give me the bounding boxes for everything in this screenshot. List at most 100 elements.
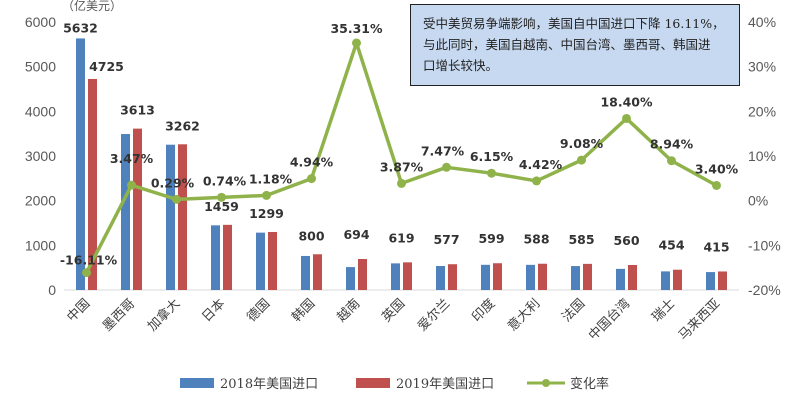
bar-data-label: 694 xyxy=(343,227,369,242)
bar-data-label: 800 xyxy=(298,228,324,243)
unit-label: （亿美元） xyxy=(62,0,122,13)
bar-2018 xyxy=(436,266,445,290)
line-data-label: 35.31% xyxy=(330,21,383,36)
line-data-label: -16.11% xyxy=(60,252,118,267)
y-left-tick-label: 0 xyxy=(48,282,56,298)
bar-2019 xyxy=(223,224,232,290)
y-left-tick-label: 6000 xyxy=(25,14,56,30)
bar-2018 xyxy=(301,255,310,290)
bar-data-label: 415 xyxy=(703,239,729,254)
bar-2018 xyxy=(211,225,220,290)
x-tick-label: 马来西亚 xyxy=(676,296,723,343)
y-right-tick-label: -20% xyxy=(748,282,781,298)
legend-label-2019: 2019年美国进口 xyxy=(396,377,494,392)
x-tick-label: 瑞士 xyxy=(649,296,678,325)
x-tick-label: 法国 xyxy=(559,296,588,325)
bar-2018 xyxy=(526,264,535,290)
x-tick-label: 日本 xyxy=(199,296,228,325)
legend-swatch-2019 xyxy=(356,378,390,388)
x-tick-label: 中国 xyxy=(64,296,93,325)
bar-2019 xyxy=(133,128,142,290)
x-tick-label: 加拿大 xyxy=(144,296,183,335)
bar-data-label: 4725 xyxy=(89,59,124,74)
bar-2019 xyxy=(448,264,457,290)
line-data-label: 4.42% xyxy=(519,157,563,172)
line-data-label: 18.40% xyxy=(600,94,653,109)
bar-data-label: 3262 xyxy=(165,118,200,133)
bar-2019 xyxy=(583,263,592,290)
bar-data-label: 577 xyxy=(433,232,459,247)
change-rate-point xyxy=(577,155,586,165)
bar-data-label: 5632 xyxy=(63,20,98,35)
x-tick-label: 越南 xyxy=(334,296,364,326)
bar-data-label: 1459 xyxy=(204,199,239,214)
bar-2019 xyxy=(718,271,727,290)
legend-label-2018: 2018年美国进口 xyxy=(220,377,318,392)
line-data-label: 0.29% xyxy=(151,175,195,190)
annotation-line: 口增长较快。 xyxy=(423,58,499,73)
change-rate-point xyxy=(352,38,361,48)
y-left-tick-label: 2000 xyxy=(25,193,56,209)
annotation-line: 受中美贸易争端影响，美国自中国进口下降 16.11%， xyxy=(423,16,725,31)
y-right-tick-label: 20% xyxy=(748,103,776,119)
y-left-tick-label: 3000 xyxy=(25,148,56,164)
bar-2019 xyxy=(628,264,637,290)
x-tick-label: 墨西哥 xyxy=(100,296,138,334)
change-rate-point xyxy=(82,268,91,278)
x-tick-label: 韩国 xyxy=(289,296,318,325)
y-left-tick-label: 5000 xyxy=(25,59,56,75)
x-tick-label: 德国 xyxy=(244,296,273,325)
x-tick-label: 爱尔兰 xyxy=(415,296,453,334)
bar-2019 xyxy=(493,263,502,290)
bar-data-label: 585 xyxy=(568,232,594,247)
bar-2018 xyxy=(481,264,490,290)
bar-data-label: 588 xyxy=(523,232,549,247)
bar-2019 xyxy=(673,269,682,290)
annotation-box: 受中美贸易争端影响，美国自中国进口下降 16.11%， 与此同时，美国自越南、中… xyxy=(410,4,740,86)
annotation-line: 与此同时，美国自越南、中国台湾、墨西哥、韩国进 xyxy=(423,37,711,52)
bar-2019 xyxy=(538,263,547,290)
bar-data-label: 3613 xyxy=(120,103,155,118)
bar-2019 xyxy=(268,231,277,290)
y-left-tick-label: 1000 xyxy=(25,237,56,253)
bar-2018 xyxy=(616,268,625,290)
y-right-tick-label: 0% xyxy=(748,193,768,209)
legend-line-marker xyxy=(542,379,550,387)
line-data-label: 8.94% xyxy=(650,137,694,152)
bar-2019 xyxy=(313,254,322,290)
line-data-label: 3.40% xyxy=(695,161,739,176)
line-data-label: 7.47% xyxy=(421,143,465,158)
y-right-tick-label: -10% xyxy=(748,237,781,253)
bar-2018 xyxy=(346,267,355,290)
bar-data-label: 1299 xyxy=(249,206,284,221)
x-tick-label: 印度 xyxy=(469,296,499,326)
change-rate-point xyxy=(262,190,271,200)
bar-2018 xyxy=(391,263,400,290)
bar-2018 xyxy=(706,272,715,290)
change-rate-point xyxy=(442,162,451,172)
change-rate-point xyxy=(307,174,316,184)
change-rate-point xyxy=(487,168,496,178)
x-tick-label: 意大利 xyxy=(504,296,543,335)
bar-data-label: 560 xyxy=(613,233,639,248)
bar-2018 xyxy=(571,266,580,290)
bar-2018 xyxy=(256,232,265,290)
line-data-label: 0.74% xyxy=(203,173,247,188)
y-right-tick-label: 10% xyxy=(748,148,776,164)
bar-data-label: 599 xyxy=(478,231,504,246)
change-rate-point xyxy=(127,180,136,190)
bar-2019 xyxy=(88,78,97,290)
line-data-label: 6.15% xyxy=(470,149,514,164)
change-rate-point xyxy=(532,176,541,186)
bar-2019 xyxy=(358,259,367,290)
bar-2019 xyxy=(403,262,412,290)
change-rate-point xyxy=(217,192,226,202)
change-rate-point xyxy=(172,194,181,204)
bar-2019 xyxy=(178,144,187,290)
bar-2018 xyxy=(121,134,130,290)
legend-swatch-2018 xyxy=(180,378,214,388)
line-data-label: 4.94% xyxy=(290,155,334,170)
y-left-tick-label: 4000 xyxy=(25,103,56,119)
line-data-label: 9.08% xyxy=(560,136,604,151)
